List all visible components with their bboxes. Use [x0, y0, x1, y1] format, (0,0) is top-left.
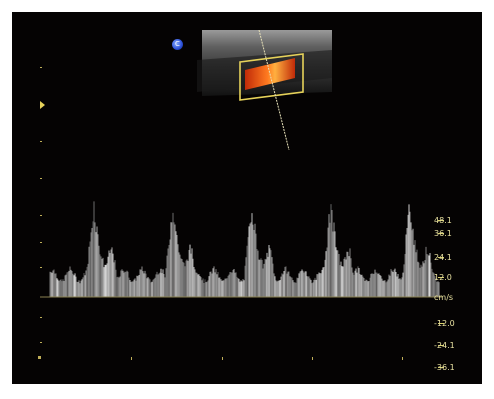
scale-tick [438, 220, 444, 221]
depth-tick [40, 242, 42, 243]
scale-label-neg24: -24.1 [434, 341, 455, 350]
scale-tick [438, 233, 444, 234]
depth-tick [40, 215, 42, 216]
scale-tick [438, 345, 444, 346]
scale-label-48: 48.1 [434, 216, 452, 225]
badge-label: C [175, 40, 180, 48]
scale-tick [438, 257, 444, 258]
waveform-spectrum-lines [49, 201, 440, 297]
scale-label-36: 36.1 [434, 229, 452, 238]
spectral-doppler-waveform [49, 201, 440, 297]
circle-c-icon: C [172, 39, 183, 50]
depth-tick [40, 178, 42, 179]
sample-volume-box [239, 53, 304, 101]
depth-tick [38, 356, 41, 359]
time-tick [222, 357, 223, 360]
depth-tick [40, 317, 42, 318]
scale-unit-label: cm/s [434, 293, 454, 302]
time-tick [402, 357, 403, 360]
scale-label-neg12: -12.0 [434, 319, 455, 328]
scale-tick [438, 367, 444, 368]
depth-tick [40, 141, 42, 142]
scale-tick [438, 277, 444, 278]
time-axis-ticks [40, 296, 442, 360]
depth-tick [40, 267, 42, 268]
depth-tick [40, 67, 42, 68]
time-tick [131, 357, 132, 360]
depth-tick [40, 342, 42, 343]
doppler-cursor-line [258, 30, 290, 150]
time-tick [312, 357, 313, 360]
focus-marker-icon [40, 101, 45, 109]
scale-label-12: 12.0 [434, 273, 452, 282]
bmode-image [197, 30, 332, 150]
scale-label-neg36: -36.1 [434, 363, 455, 372]
scale-tick [438, 323, 444, 324]
scale-label-24: 24.1 [434, 253, 452, 262]
ultrasound-screen: C [12, 12, 482, 384]
